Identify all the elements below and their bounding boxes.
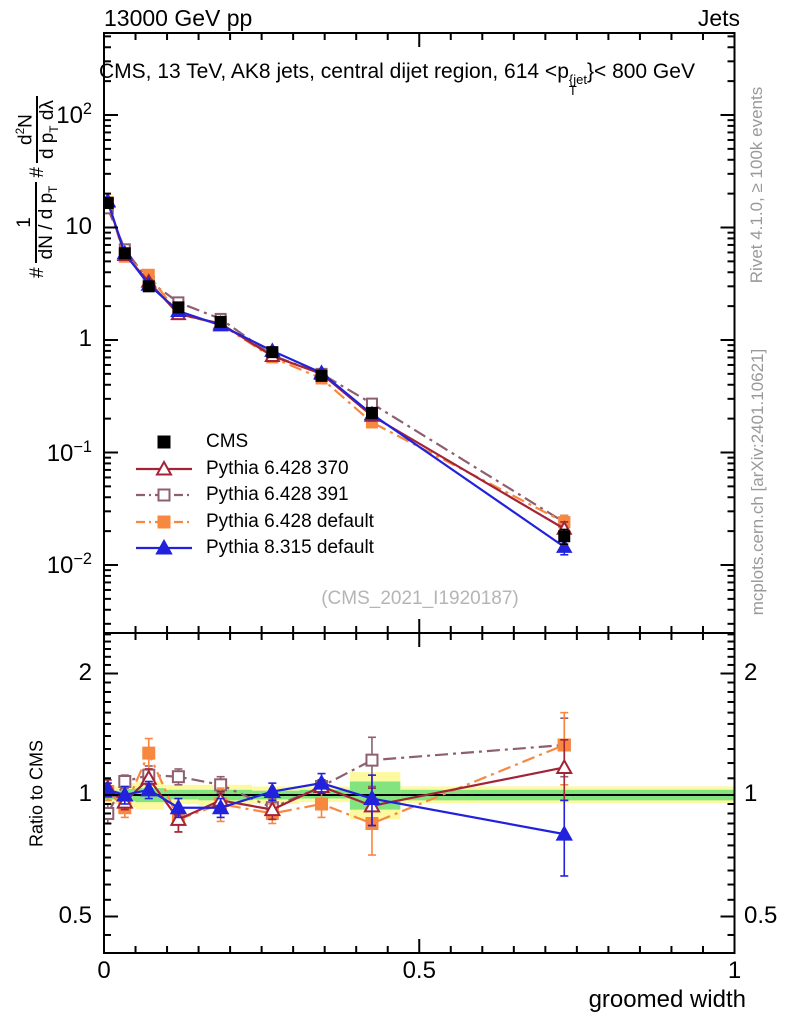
data-point-marker (140, 780, 158, 797)
legend: CMS Pythia 6.428 370 Pythia 6.428 391 Py… (135, 429, 374, 562)
data-point-marker (263, 800, 282, 817)
main-y-tick-label: 102 (56, 100, 92, 129)
data-point-marker (558, 530, 571, 543)
legend-item-pythia-6428-391: Pythia 6.428 391 (135, 482, 374, 509)
pythia-6428-default-marker-icon (135, 512, 193, 532)
plot-title: CMS, 13 TeV, AK8 jets, central dijet reg… (99, 60, 695, 99)
x-tick-label: 1 (727, 957, 742, 984)
ratio-y-tick-label-right: 2 (744, 658, 758, 686)
main-y-tick-label: 10−1 (46, 437, 92, 467)
data-point-marker (555, 758, 573, 774)
analysis-group-label: Jets (697, 5, 740, 31)
data-point-marker (104, 197, 114, 210)
legend-item-pythia-8315-default: Pythia 8.315 default (135, 535, 374, 562)
x-axis-label: groomed width (588, 986, 746, 1013)
ratio-series-pythia-6-428-default (104, 711, 571, 856)
data-point-marker (142, 280, 155, 293)
data-point-marker (555, 825, 573, 841)
main-y-tick-label: 10−2 (46, 550, 92, 579)
ratio-y-tick-label-right: 1 (744, 780, 758, 807)
legend-item-pythia-6428-default: Pythia 6.428 default (135, 509, 374, 536)
cms-sample (157, 435, 171, 449)
data-point-marker (172, 301, 185, 314)
axis-ticks (103, 33, 736, 953)
pythia-6428-370-marker-icon (135, 459, 193, 479)
pythia-8315-default-marker-icon (135, 538, 193, 558)
data-point-marker (157, 435, 171, 449)
legend-item-cms: CMS (135, 429, 374, 456)
data-point-marker (266, 346, 279, 359)
rivet-version-note: Rivet 4.1.0, ≥ 100k events (747, 86, 766, 284)
data-point-marker (363, 789, 381, 806)
mcplots-arxiv-note: mcplots.cern.ch [arXiv:2401.10621] (748, 348, 767, 616)
data-point-marker (157, 488, 171, 502)
data-point-marker (155, 459, 173, 476)
ratio-y-tick-label-left: 2 (78, 658, 92, 686)
pythia-6-428-391-sample (136, 488, 192, 502)
data-point-marker (312, 774, 331, 790)
data-point-marker (556, 538, 573, 553)
main-y-tick-label: 1 (78, 325, 92, 352)
ratio-series-pythia-8-315-default (104, 772, 573, 877)
data-point-marker (155, 539, 173, 555)
data-point-marker (214, 315, 227, 328)
pythia-6-428-default-sample (136, 515, 192, 529)
data-point-marker (365, 406, 378, 419)
pythia-6428-391-marker-icon (135, 485, 193, 505)
beam-energy-label: 13000 GeV pp (104, 5, 253, 31)
data-point-marker (315, 369, 328, 382)
x-tick-label: 0 (97, 957, 111, 984)
data-point-marker (169, 810, 188, 826)
analysis-id-watermark: (CMS_2021_I1920187) (321, 588, 519, 609)
data-point-marker (118, 775, 132, 789)
ratio-y-tick-label-left: 1 (78, 780, 92, 807)
data-point-marker (169, 798, 188, 815)
pythia-6-428-370-sample (136, 459, 192, 476)
series-line (106, 201, 565, 524)
data-point-marker (211, 798, 230, 815)
ratio-y-tick-label-right: 0.5 (744, 901, 778, 929)
main-series-cms (104, 197, 571, 546)
cms-marker-icon (135, 432, 193, 452)
pythia-8-315-default-sample (136, 539, 192, 555)
ratio-y-tick-label-left: 0.5 (58, 901, 92, 929)
main-y-axis-label: #1 dN / d pT # d2N d pT dλ (3, 15, 73, 355)
ratio-y-axis-label: Ratio to CMS (26, 739, 47, 848)
data-point-marker (171, 770, 185, 784)
data-point-marker (142, 746, 156, 760)
main-y-tick-label: 10 (65, 212, 92, 240)
data-point-marker (315, 797, 329, 811)
data-point-marker (157, 515, 171, 529)
data-point-marker (365, 753, 379, 767)
data-point-marker (116, 785, 134, 802)
data-point-marker (118, 247, 131, 260)
legend-item-pythia-6428-370: Pythia 6.428 370 (135, 456, 374, 483)
data-point-marker (263, 782, 282, 799)
x-tick-label: 0.5 (402, 957, 436, 984)
